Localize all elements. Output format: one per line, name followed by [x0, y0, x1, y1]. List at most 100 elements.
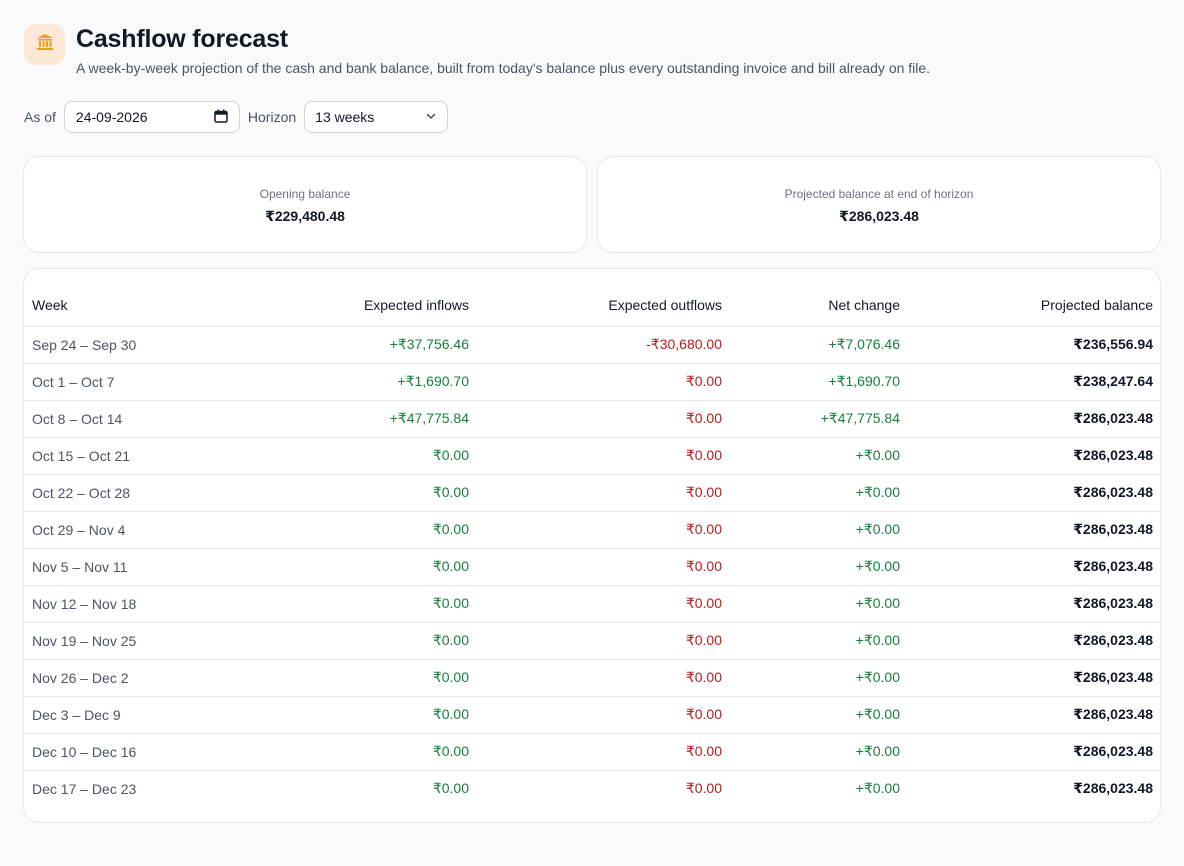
projected-balance-value: ₹286,023.48 [839, 208, 919, 224]
week-cell: Oct 22 – Oct 28 [24, 473, 250, 511]
outflow-cell: ₹0.00 [476, 695, 729, 733]
week-cell: Oct 29 – Nov 4 [24, 510, 250, 548]
week-cell: Sep 24 – Sep 30 [32, 336, 137, 353]
outflow-cell: ₹0.00 [476, 732, 729, 770]
outflow-cell: ₹0.00 [476, 621, 729, 659]
opening-balance-label: Opening balance [259, 187, 351, 201]
page-header: Cashflow forecast A week-by-week project… [24, 24, 930, 77]
net-change-cell: +₹0.00 [729, 769, 907, 807]
horizon-select[interactable]: 13 weeks [304, 101, 449, 133]
inflow-cell: +₹1,690.70 [250, 362, 476, 400]
header-net-change: Net change [729, 269, 907, 327]
inflow-cell: ₹0.00 [250, 510, 476, 548]
net-change-cell: +₹0.00 [729, 695, 907, 733]
net-change-cell: +₹0.00 [729, 436, 907, 474]
table-row: Oct 8 – Oct 14 +₹47,775.84 ₹0.00 +₹47,775.8… [24, 399, 1160, 437]
net-change-cell: +₹0.00 [729, 621, 907, 659]
projected-balance-cell: ₹286,023.48 [907, 473, 1160, 511]
bank-icon [35, 32, 55, 57]
week-cell: Oct 8 – Oct 14 [24, 399, 250, 437]
opening-balance-value: ₹229,480.48 [265, 208, 345, 224]
week-cell: Nov 12 – Nov 18 [24, 584, 250, 622]
inflow-cell: ₹0.00 [250, 695, 476, 733]
week-cell: Nov 26 – Dec 2 [24, 658, 250, 696]
table-row: Nov 19 – Nov 25 ₹0.00 ₹0.00 +₹0.00 ₹286,023.… [24, 621, 1160, 659]
header-projected-balance: Projected balance [907, 269, 1160, 327]
outflow-cell: ₹0.00 [476, 547, 729, 585]
projected-balance-cell: ₹236,556.94 [1073, 336, 1153, 352]
projected-balance-cell: ₹286,023.48 [907, 510, 1160, 548]
outflow-cell: ₹0.00 [476, 436, 729, 474]
table-row: Dec 17 – Dec 23 ₹0.00 ₹0.00 +₹0.00 ₹286,023.… [24, 769, 1160, 807]
page-title: Cashflow forecast [76, 25, 288, 53]
week-cell: Oct 15 – Oct 21 [24, 436, 250, 474]
projected-balance-cell: ₹286,023.48 [907, 584, 1160, 622]
projected-balance-cell: ₹286,023.48 [907, 658, 1160, 696]
outflow-cell: ₹0.00 [476, 658, 729, 696]
outflow-cell: ₹0.00 [476, 584, 729, 622]
inflow-cell: ₹0.00 [250, 473, 476, 511]
net-change-cell: +₹0.00 [729, 658, 907, 696]
table-row: Oct 29 – Nov 4 ₹0.00 ₹0.00 +₹0.00 ₹286,023.4… [24, 510, 1160, 548]
page-subtitle: A week-by-week projection of the cash an… [76, 60, 931, 76]
filter-controls: As of 24-09-2026 Horizon 13 weeks [24, 101, 449, 133]
inflow-cell: ₹0.00 [250, 658, 476, 696]
outflow-cell: ₹0.00 [476, 399, 729, 437]
header-expected-inflows: Expected inflows [250, 269, 476, 327]
table-row: Sep 24 – Sep 30 +₹37,756.46 -₹30,680.00 +₹7… [24, 326, 1160, 363]
inflow-cell: +₹37,756.46 [389, 336, 469, 352]
inflow-cell: +₹47,775.84 [250, 399, 476, 437]
projected-balance-cell: ₹238,247.64 [907, 362, 1160, 400]
week-cell: Dec 10 – Dec 16 [24, 732, 250, 770]
net-change-cell: +₹0.00 [729, 584, 907, 622]
outflow-cell: ₹0.00 [476, 510, 729, 548]
net-change-cell: +₹1,690.70 [729, 362, 907, 400]
header-expected-outflows: Expected outflows [476, 269, 729, 327]
projected-balance-cell: ₹286,023.48 [907, 621, 1160, 659]
table-row: Oct 1 – Oct 7 +₹1,690.70 ₹0.00 +₹1,690.70 ₹2… [24, 362, 1160, 400]
week-cell: Dec 3 – Dec 9 [24, 695, 250, 733]
outflow-cell: ₹0.00 [476, 769, 729, 807]
logo [24, 24, 65, 65]
horizon-label: Horizon [247, 109, 297, 125]
opening-balance-card: Opening balance ₹229,480.48 [23, 156, 587, 253]
table-row: Dec 3 – Dec 9 ₹0.00 ₹0.00 +₹0.00 ₹286,023.48 [24, 695, 1160, 733]
projected-balance-card: Projected balance at end of horizon ₹286… [597, 156, 1161, 253]
table-row: Nov 26 – Dec 2 ₹0.00 ₹0.00 +₹0.00 ₹286,023.4… [24, 658, 1160, 696]
chevron-down-icon [425, 109, 437, 125]
outflow-cell: ₹0.00 [476, 362, 729, 400]
forecast-table: Week Expected inflows Expected outflows … [24, 269, 1160, 807]
net-change-cell: +₹0.00 [729, 732, 907, 770]
projected-balance-cell: ₹286,023.48 [907, 769, 1160, 807]
horizon-value: 13 weeks [315, 109, 375, 125]
inflow-cell: ₹0.00 [250, 621, 476, 659]
inflow-cell: ₹0.00 [250, 547, 476, 585]
table-header-row: Week Expected inflows Expected outflows … [24, 269, 1160, 327]
calendar-icon[interactable] [214, 109, 228, 126]
projected-balance-cell: ₹286,023.48 [907, 695, 1160, 733]
net-change-cell: +₹0.00 [729, 473, 907, 511]
net-change-cell: +₹7,076.46 [828, 336, 900, 352]
as-of-label: As of [24, 109, 56, 125]
inflow-cell: ₹0.00 [250, 769, 476, 807]
as-of-date-input[interactable]: 24-09-2026 [63, 101, 240, 133]
table-row: Oct 15 – Oct 21 ₹0.00 ₹0.00 +₹0.00 ₹286,023.… [24, 436, 1160, 474]
inflow-cell: ₹0.00 [250, 436, 476, 474]
week-cell: Dec 17 – Dec 23 [24, 769, 250, 807]
week-cell: Nov 5 – Nov 11 [24, 547, 250, 585]
projected-balance-cell: ₹286,023.48 [907, 399, 1160, 437]
projected-balance-label: Projected balance at end of horizon [784, 187, 974, 201]
inflow-cell: ₹0.00 [250, 732, 476, 770]
header-week: Week [24, 269, 250, 327]
outflow-cell: ₹0.00 [476, 473, 729, 511]
projected-balance-cell: ₹286,023.48 [907, 436, 1160, 474]
projected-balance-cell: ₹286,023.48 [907, 732, 1160, 770]
table-row: Nov 5 – Nov 11 ₹0.00 ₹0.00 +₹0.00 ₹286,023.4… [24, 547, 1160, 585]
as-of-date-value: 24-09-2026 [75, 109, 148, 125]
projected-balance-cell: ₹286,023.48 [907, 547, 1160, 585]
table-row: Dec 10 – Dec 16 ₹0.00 ₹0.00 +₹0.00 ₹286,023.… [24, 732, 1160, 770]
week-cell: Oct 1 – Oct 7 [24, 362, 250, 400]
net-change-cell: +₹0.00 [729, 547, 907, 585]
forecast-table-card: Week Expected inflows Expected outflows … [23, 268, 1161, 823]
table-row: Nov 12 – Nov 18 ₹0.00 ₹0.00 +₹0.00 ₹286,023.… [24, 584, 1160, 622]
